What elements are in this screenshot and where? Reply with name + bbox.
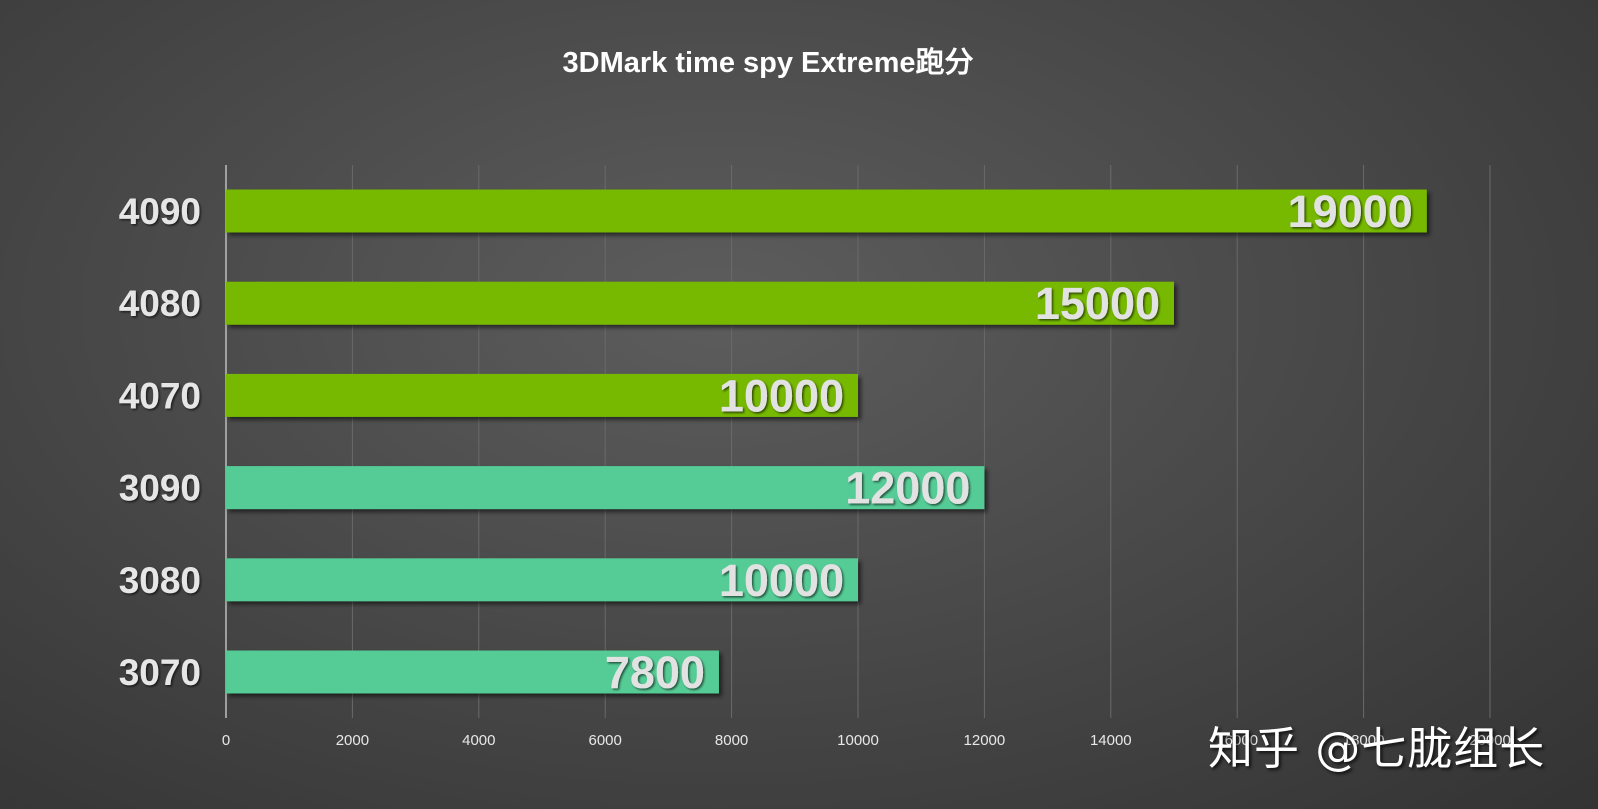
category-label: 4090 <box>119 191 201 232</box>
category-label: 3070 <box>119 652 201 693</box>
bar <box>226 466 985 510</box>
x-tick-label: 4000 <box>462 732 495 749</box>
x-tick-label: 20000 <box>1469 732 1511 749</box>
chart-title: 3DMark time spy Extreme跑分 <box>563 46 974 79</box>
bar-value-label: 7800 <box>605 647 705 698</box>
x-tick-label: 6000 <box>589 732 622 749</box>
bar-value-label: 10000 <box>719 370 844 421</box>
category-label: 4070 <box>119 375 201 416</box>
x-tick-label: 16000 <box>1216 732 1258 749</box>
category-label: 4080 <box>119 283 201 324</box>
bars: 19000 4090 15000 4080 10000 4070 12000 3090 1000… <box>119 186 1427 698</box>
x-tick-label: 14000 <box>1090 732 1132 749</box>
watermark-text: 知乎 @七胧组长 <box>1208 722 1546 775</box>
x-axis-ticks: 0 2000 4000 6000 8000 10000 12000 14000 16000 180… <box>222 732 1511 749</box>
bar <box>226 558 858 602</box>
grid-lines <box>225 165 1491 718</box>
bar-value-label: 15000 <box>1035 278 1160 329</box>
bar-value-label: 10000 <box>719 555 844 606</box>
bar <box>226 650 719 694</box>
x-tick-label: 10000 <box>837 732 879 749</box>
bar-value-label: 19000 <box>1288 186 1413 237</box>
x-tick-label: 18000 <box>1343 732 1385 749</box>
x-tick-label: 8000 <box>715 732 748 749</box>
x-tick-label: 0 <box>222 732 230 749</box>
bar <box>226 281 1174 325</box>
bar <box>226 373 858 417</box>
category-label: 3080 <box>119 560 201 601</box>
bar <box>226 189 1427 233</box>
category-label: 3090 <box>119 468 201 509</box>
bar-value-label: 12000 <box>845 463 970 514</box>
x-tick-label: 12000 <box>964 732 1006 749</box>
x-tick-label: 2000 <box>336 732 369 749</box>
